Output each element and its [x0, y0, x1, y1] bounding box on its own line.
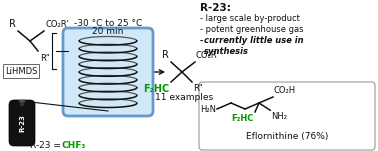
Text: 11 examples: 11 examples [155, 93, 213, 101]
Bar [20, 101, 24, 106]
Text: -30 °C to 25 °C: -30 °C to 25 °C [74, 19, 142, 27]
Text: CHF₃: CHF₃ [62, 140, 87, 149]
Text: H₂N: H₂N [200, 104, 216, 114]
FancyBboxPatch shape [63, 28, 153, 116]
Text: F₂HC: F₂HC [143, 84, 169, 94]
Text: synthesis: synthesis [204, 47, 249, 56]
Text: R": R" [40, 54, 50, 63]
Text: -: - [200, 36, 206, 45]
FancyBboxPatch shape [9, 100, 35, 146]
Text: R: R [9, 19, 16, 29]
Text: NH₂: NH₂ [271, 112, 287, 121]
FancyBboxPatch shape [199, 82, 375, 150]
Text: R-23: R-23 [19, 114, 25, 132]
Text: R-23 =: R-23 = [30, 140, 64, 149]
Text: R: R [162, 50, 169, 60]
Text: CO₂H: CO₂H [274, 86, 296, 95]
Text: R": R" [193, 84, 203, 93]
Text: R-23:: R-23: [200, 3, 231, 13]
Text: - potent greenhouse gas: - potent greenhouse gas [200, 25, 304, 34]
Text: - large scale by-product: - large scale by-product [200, 14, 300, 23]
Text: CO₂R': CO₂R' [46, 20, 70, 29]
Text: F₂HC: F₂HC [232, 114, 254, 123]
Bar [19, 100, 25, 102]
Text: currently little use in: currently little use in [204, 36, 304, 45]
FancyBboxPatch shape [3, 64, 39, 78]
Text: CO₂R': CO₂R' [196, 51, 220, 60]
Text: LiHMDS: LiHMDS [5, 66, 37, 76]
Text: 20 min: 20 min [92, 26, 124, 35]
Text: Eflornithine (76%): Eflornithine (76%) [246, 132, 328, 141]
